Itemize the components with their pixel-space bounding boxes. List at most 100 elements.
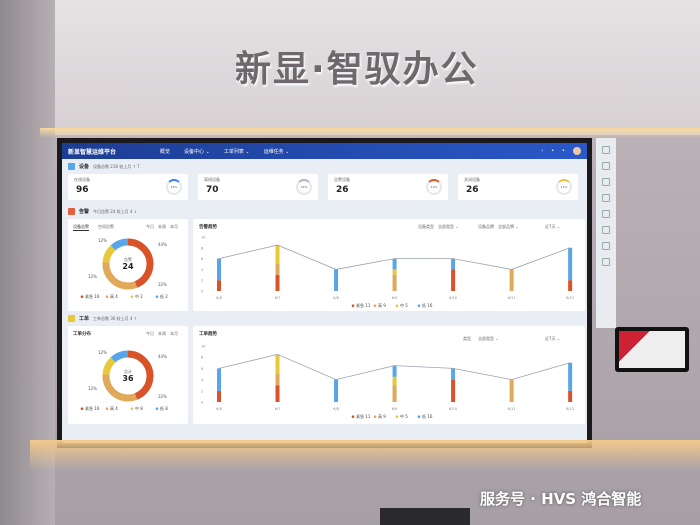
- stat-ring: 12%: [426, 179, 442, 195]
- chart-legend-item[interactable]: 高 9: [378, 413, 386, 419]
- bar-segment[interactable]: [451, 269, 456, 291]
- collapse-icon[interactable]: ‹: [541, 148, 544, 154]
- bar-segment[interactable]: [568, 280, 573, 291]
- range-today[interactable]: 今日: [146, 331, 154, 336]
- bar-segment[interactable]: [509, 269, 514, 291]
- bar-segment[interactable]: [568, 362, 573, 391]
- donut-legend-item[interactable]: 紧急 16: [85, 405, 100, 411]
- donut-pct-label: 12%: [88, 386, 97, 391]
- stat-ring: 12%: [556, 179, 572, 195]
- filter-type-select[interactable]: 全部类型 ⌄: [438, 224, 459, 229]
- x-tick-label: 6/11: [508, 296, 516, 300]
- wall: [0, 0, 700, 135]
- device-section-title: 设备 设备总数 218 较上月 ↑ 7: [68, 163, 140, 170]
- donut-slice[interactable]: [102, 350, 154, 402]
- y-tick-label: 0: [201, 290, 203, 294]
- legend-dot: [155, 407, 159, 410]
- bar-segment[interactable]: [275, 374, 280, 386]
- bar-segment[interactable]: [217, 280, 221, 291]
- tab-device-alarm[interactable]: 设备告警: [73, 224, 89, 231]
- side-info-panel: [596, 138, 616, 328]
- bar-segment[interactable]: [275, 274, 280, 291]
- legend-dot: [417, 304, 421, 307]
- bar-segment[interactable]: [217, 368, 221, 391]
- bar-segment[interactable]: [275, 245, 280, 264]
- range-month[interactable]: 本月: [170, 331, 178, 336]
- donut-legend-item[interactable]: 高 4: [110, 405, 118, 411]
- chart-legend-item[interactable]: 紧急 11: [356, 413, 371, 419]
- bar-segment[interactable]: [275, 264, 280, 275]
- x-tick-label: 6/10: [449, 296, 457, 300]
- bar-segment[interactable]: [392, 376, 397, 386]
- nav-orders[interactable]: 工单列表 ⌄: [223, 148, 250, 155]
- chart-legend-item[interactable]: 紧急 11: [356, 302, 371, 308]
- donut-slice[interactable]: [102, 238, 154, 290]
- legend-dot: [105, 295, 109, 298]
- range-week[interactable]: 本周: [158, 224, 166, 229]
- filter-brand-select[interactable]: 全部品牌 ⌄: [498, 224, 519, 229]
- device-stat-card[interactable]: 关闭设备 26 12%: [458, 174, 578, 200]
- chart-legend-item[interactable]: 低 16: [422, 302, 433, 308]
- nav-tasks[interactable]: 运维任务 ⌄: [263, 148, 290, 155]
- x-tick-label: 6/12: [566, 407, 574, 411]
- nav-devices[interactable]: 设备中心 ⌄: [184, 148, 210, 155]
- device-stat-card[interactable]: 在线设备 96 44%: [68, 174, 188, 200]
- range-week[interactable]: 本周: [158, 331, 166, 336]
- bell-icon[interactable]: •: [562, 148, 565, 154]
- chart-legend-item[interactable]: 低 16: [422, 413, 433, 419]
- filter-range-select[interactable]: 近7天 ⌄: [545, 336, 561, 341]
- x-tick-label: 6/6: [216, 296, 222, 300]
- range-today[interactable]: 今日: [146, 224, 154, 229]
- bar-segment[interactable]: [392, 385, 397, 402]
- donut-legend-item[interactable]: 高 4: [110, 293, 118, 299]
- bar-segment[interactable]: [392, 269, 397, 275]
- range-month[interactable]: 本月: [170, 224, 178, 229]
- legend-dot: [130, 407, 134, 410]
- bar-segment[interactable]: [568, 247, 573, 281]
- avatar[interactable]: [573, 147, 581, 155]
- light-strip: [40, 128, 700, 138]
- bar-segment[interactable]: [392, 365, 397, 377]
- nav-overview[interactable]: 概览: [160, 148, 171, 155]
- bar-segment[interactable]: [392, 258, 397, 270]
- chart-legend-item[interactable]: 中 5: [400, 302, 408, 308]
- legend-dot: [395, 415, 399, 418]
- donut-slice[interactable]: [102, 238, 154, 290]
- legend-dot: [351, 304, 355, 307]
- donut-center-label: 总计: [124, 368, 132, 374]
- donut-pct-label: 12%: [88, 274, 97, 279]
- device-stat-card[interactable]: 告警设备 26 12%: [328, 174, 448, 200]
- device-stat-card[interactable]: 离线设备 70 32%: [198, 174, 318, 200]
- bar-segment[interactable]: [275, 354, 280, 374]
- bar-segment[interactable]: [217, 258, 221, 281]
- bar-segment[interactable]: [509, 379, 514, 402]
- chart-legend-item[interactable]: 高 9: [378, 302, 386, 308]
- donut-legend-item[interactable]: 中 2: [135, 293, 143, 299]
- donut-slice[interactable]: [102, 350, 154, 402]
- bar-segment[interactable]: [275, 385, 280, 402]
- bar-segment[interactable]: [451, 368, 456, 380]
- donut-center-value: 24: [122, 262, 134, 271]
- y-tick-label: 6: [201, 257, 203, 261]
- legend-dot: [417, 415, 421, 418]
- total-line: [218, 353, 571, 381]
- order-trend-card: 工单趋势 类型 全部类型 ⌄ 近7天 ⌄ 0 2 4 6 8 10 6/6 6/7 6/8 6/9…: [193, 326, 585, 424]
- settings-icon[interactable]: •: [551, 148, 555, 154]
- bar-segment[interactable]: [451, 258, 456, 270]
- bar-segment[interactable]: [451, 379, 456, 402]
- bar-segment[interactable]: [568, 390, 573, 402]
- donut-legend-item[interactable]: 中 8: [135, 405, 143, 411]
- bar-segment[interactable]: [217, 390, 221, 402]
- donut-legend-item[interactable]: 低 2: [160, 293, 168, 299]
- filter-range-select[interactable]: 近7天 ⌄: [545, 224, 561, 229]
- stat-value: 26: [336, 185, 349, 195]
- donut-legend-item[interactable]: 紧急 16: [85, 293, 100, 299]
- chart-legend-item[interactable]: 中 5: [400, 413, 408, 419]
- bar-segment[interactable]: [334, 269, 339, 291]
- tab-space-alarm[interactable]: 空间告警: [98, 224, 114, 229]
- alarm-donut-card: 设备告警 空间告警 今日 本周 本月 44% 32% 12% 12% 告警 24 紧急 16…: [68, 219, 188, 311]
- donut-legend-item[interactable]: 低 8: [160, 405, 168, 411]
- filter-type-select[interactable]: 全部类型 ⌄: [478, 336, 499, 341]
- bar-segment[interactable]: [334, 379, 339, 402]
- bar-segment[interactable]: [392, 274, 397, 291]
